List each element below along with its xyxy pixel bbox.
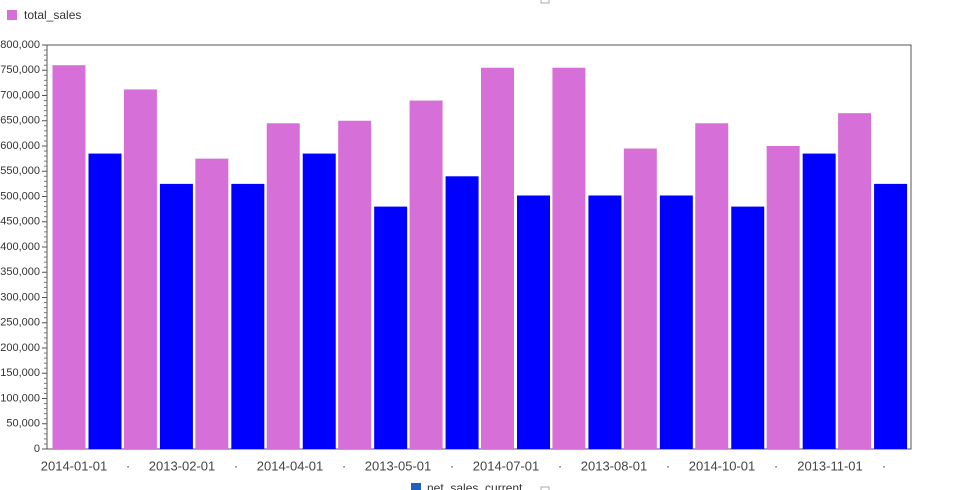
x-tick-label: 2013-08-01 [581, 458, 648, 473]
x-tick-label: 2014-01-01 [41, 458, 108, 473]
bar [481, 67, 514, 449]
y-tick-label: 650,000 [0, 115, 40, 127]
pager-icon[interactable] [540, 486, 550, 490]
y-tick-label: 500,000 [0, 190, 40, 202]
bar [695, 123, 729, 450]
y-tick-label: 0 [34, 443, 40, 455]
x-tick-label: 2013-05-01 [365, 458, 432, 473]
bar [338, 120, 372, 449]
y-tick-label: 700,000 [0, 89, 40, 101]
y-tick-label: 150,000 [0, 367, 40, 379]
bar [445, 176, 479, 450]
bar [195, 158, 229, 449]
x-tick-label: 2014-04-01 [257, 458, 324, 473]
bar [52, 65, 86, 449]
bar [588, 195, 622, 449]
y-tick-label: 100,000 [0, 392, 40, 404]
bar [731, 206, 765, 449]
x-tick-label: 2013-02-01 [149, 458, 216, 473]
y-tick-label: 750,000 [0, 64, 40, 76]
bar [123, 89, 157, 449]
legend-swatch [7, 10, 17, 20]
x-tick-label: · [234, 458, 238, 473]
y-tick-label: 800,000 [0, 39, 40, 51]
bar [374, 206, 408, 449]
bar [517, 195, 550, 449]
x-tick-label: · [450, 458, 454, 473]
bar [552, 67, 586, 449]
bar [659, 195, 693, 449]
x-tick-label: 2014-10-01 [689, 458, 756, 473]
bar [623, 148, 657, 449]
y-tick-label: 450,000 [0, 216, 40, 228]
bar [266, 123, 300, 450]
x-tick-label: · [558, 458, 562, 473]
pager-icon[interactable] [540, 0, 550, 4]
bar [302, 153, 336, 449]
bar [802, 153, 836, 449]
bar [159, 183, 193, 449]
x-tick-label: · [882, 458, 886, 473]
y-tick-label: 200,000 [0, 342, 40, 354]
legend-swatch [411, 483, 421, 490]
legend-label: total_sales [24, 8, 81, 22]
y-tick-label: 600,000 [0, 140, 40, 152]
x-tick-label: 2013-11-01 [797, 458, 863, 473]
y-tick-label: 400,000 [0, 241, 40, 253]
y-tick-label: 50,000 [6, 418, 40, 430]
x-tick-label: 2014-07-01 [473, 458, 540, 473]
y-tick-label: 250,000 [0, 317, 40, 329]
y-tick-label: 350,000 [0, 266, 40, 278]
bar [766, 146, 800, 449]
bar [88, 153, 122, 449]
bar [838, 113, 872, 450]
y-tick-label: 300,000 [0, 291, 40, 303]
x-tick-label: · [342, 458, 346, 473]
bar [874, 183, 908, 449]
x-tick-label: · [774, 458, 778, 473]
x-tick-label: · [666, 458, 670, 473]
bar [231, 183, 265, 449]
x-tick-label: · [126, 458, 130, 473]
bar [409, 100, 443, 450]
legend-label: net_sales_current [427, 481, 523, 490]
y-tick-label: 550,000 [0, 165, 40, 177]
